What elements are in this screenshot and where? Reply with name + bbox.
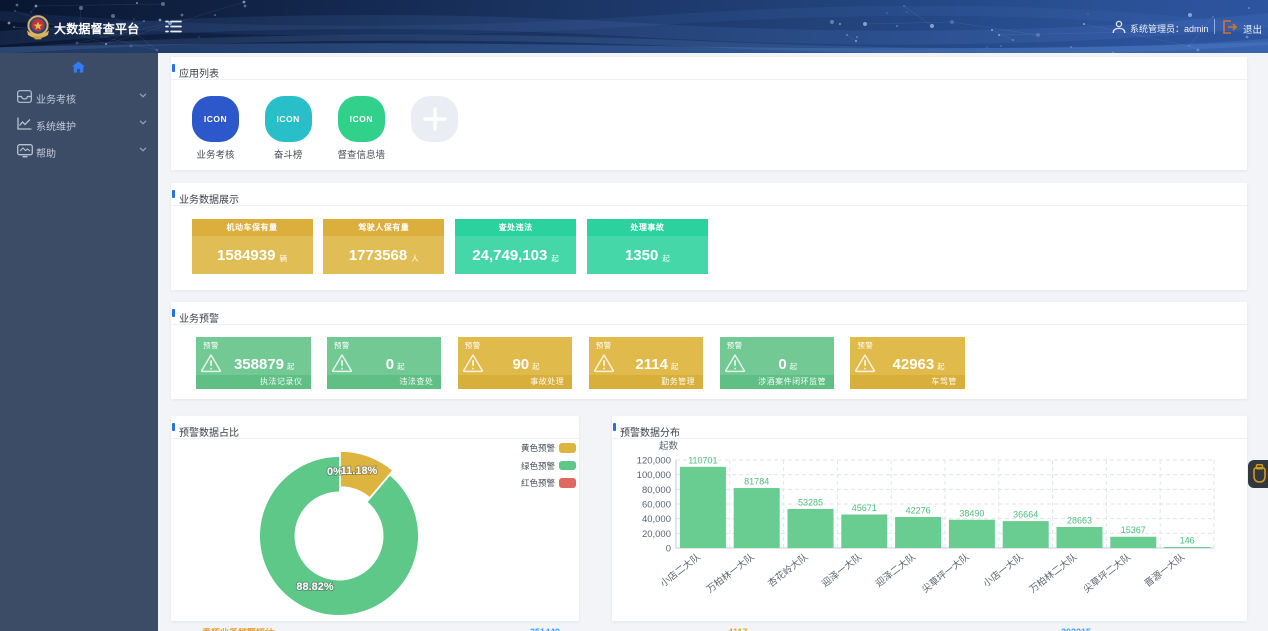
- svg-text:45671: 45671: [852, 503, 877, 513]
- svg-text:28663: 28663: [1067, 515, 1092, 525]
- svg-text:万柏林一大队: 万柏林一大队: [704, 551, 757, 596]
- svg-text:11.18%: 11.18%: [341, 465, 378, 477]
- svg-text:42276: 42276: [906, 506, 931, 516]
- svg-text:100,000: 100,000: [637, 470, 671, 481]
- svg-text:80,000: 80,000: [642, 485, 671, 496]
- svg-text:万柏林二大队: 万柏林二大队: [1027, 551, 1080, 596]
- svg-text:81784: 81784: [744, 477, 769, 487]
- svg-text:53285: 53285: [798, 497, 823, 507]
- svg-text:146: 146: [1180, 536, 1195, 546]
- svg-text:88.82%: 88.82%: [296, 581, 334, 593]
- svg-text:小店一大队: 小店一大队: [981, 551, 1026, 590]
- svg-text:120,000: 120,000: [637, 456, 671, 467]
- svg-text:20,000: 20,000: [642, 529, 671, 540]
- svg-text:0: 0: [666, 544, 671, 555]
- svg-text:小店二大队: 小店二大队: [658, 551, 703, 590]
- svg-text:0%: 0%: [327, 466, 343, 478]
- svg-text:杏花岭大队: 杏花岭大队: [766, 551, 811, 590]
- svg-text:晋源一大队: 晋源一大队: [1142, 551, 1187, 590]
- svg-text:尖草坪一大队: 尖草坪一大队: [919, 551, 972, 596]
- svg-text:起数: 起数: [659, 440, 679, 452]
- svg-text:尖草坪二大队: 尖草坪二大队: [1081, 551, 1134, 596]
- svg-text:38490: 38490: [959, 508, 984, 518]
- svg-text:36664: 36664: [1013, 510, 1038, 520]
- svg-text:迎泽一大队: 迎泽一大队: [819, 551, 864, 590]
- svg-text:15367: 15367: [1121, 525, 1146, 535]
- svg-text:40,000: 40,000: [642, 514, 671, 525]
- svg-text:60,000: 60,000: [642, 500, 671, 511]
- svg-text:迎泽二大队: 迎泽二大队: [873, 551, 918, 590]
- svg-text:110701: 110701: [688, 455, 717, 465]
